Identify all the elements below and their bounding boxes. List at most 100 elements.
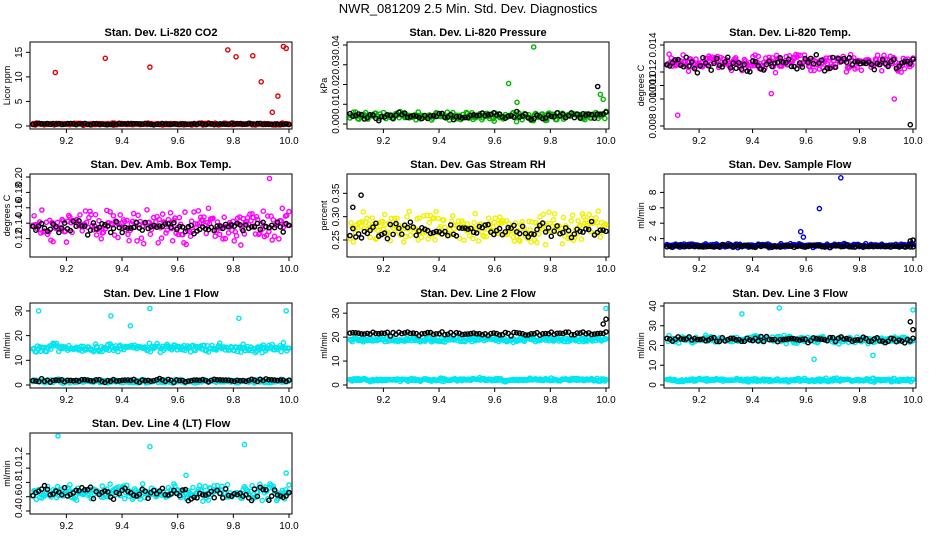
- data-point: [577, 222, 584, 229]
- panel-title: Stan. Dev. Li-820 Temp.: [729, 27, 851, 39]
- data-point: [269, 237, 276, 243]
- plot-frame: [29, 302, 293, 389]
- data-point: [283, 121, 289, 127]
- data-point: [496, 214, 503, 220]
- data-point: [201, 214, 207, 220]
- data-point: [387, 112, 394, 118]
- data-point: [367, 111, 373, 118]
- data-point: [122, 224, 128, 231]
- data-point: [44, 120, 51, 127]
- data-point: [63, 239, 70, 245]
- data-point: [67, 377, 74, 384]
- data-point: [882, 243, 889, 250]
- data-point: [268, 493, 275, 499]
- data-point: [485, 112, 491, 118]
- data-point: [76, 121, 82, 127]
- data-point: [597, 227, 604, 233]
- y-tick-label: 0: [648, 382, 659, 388]
- data-point: [470, 330, 477, 336]
- data-point: [248, 376, 255, 383]
- data-point: [93, 121, 100, 127]
- data-point: [574, 330, 581, 336]
- data-point: [568, 234, 575, 241]
- data-point: [253, 213, 260, 220]
- data-point: [603, 329, 609, 335]
- data-point: [107, 481, 113, 487]
- data-point: [56, 120, 62, 127]
- x-tick-label: 9.2: [376, 395, 390, 406]
- data-point: [350, 239, 357, 245]
- data-point: [832, 242, 839, 249]
- data-point: [447, 111, 454, 118]
- y-tick-label: 0.00: [331, 114, 342, 134]
- y-tick-label: 0: [14, 123, 25, 129]
- x-tick-label: 9.2: [692, 136, 706, 147]
- data-point: [453, 232, 460, 239]
- data-point: [600, 227, 606, 233]
- data-point-outlier: [108, 313, 114, 319]
- data-point: [565, 112, 572, 119]
- data-point-outlier: [910, 326, 916, 333]
- data-point: [205, 120, 212, 127]
- x-tick-label: 10.0: [596, 136, 616, 147]
- data-point: [597, 111, 604, 117]
- data-point: [575, 218, 581, 224]
- data-point: [133, 121, 140, 127]
- data-point: [485, 215, 492, 221]
- data-point: [444, 232, 451, 239]
- data-point: [603, 335, 609, 342]
- data-point: [231, 238, 237, 244]
- x-tick-label: 9.4: [115, 521, 129, 532]
- x-tick-label: 9.6: [171, 136, 185, 147]
- y-tick-label: 0.012: [648, 59, 659, 84]
- data-point: [719, 241, 726, 248]
- data-point: [130, 120, 137, 127]
- data-point: [525, 234, 532, 240]
- data-point: [808, 67, 814, 74]
- data-point: [126, 237, 132, 244]
- data-point: [871, 243, 878, 250]
- data-point: [686, 243, 692, 250]
- data-point: [410, 112, 417, 119]
- data-point: [140, 240, 147, 247]
- data-point: [534, 112, 540, 118]
- data-point: [88, 211, 94, 218]
- data-point: [420, 213, 427, 219]
- data-point: [777, 55, 784, 61]
- data-point: [410, 224, 417, 230]
- data-point: [760, 242, 767, 249]
- data-point: [453, 113, 460, 120]
- data-point: [583, 330, 589, 337]
- data-point: [416, 215, 423, 221]
- data-point: [899, 60, 905, 66]
- data-point: [222, 377, 229, 383]
- y-tick-label: 0.14: [14, 213, 25, 233]
- y-tick-label: 20: [648, 340, 659, 352]
- data-point: [375, 330, 382, 337]
- data-point: [260, 208, 267, 214]
- data-point: [403, 233, 409, 240]
- data-point: [835, 55, 842, 62]
- x-tick-label: 9.8: [853, 136, 867, 147]
- data-point: [185, 223, 192, 230]
- data-point: [153, 343, 159, 350]
- data-point: [277, 377, 284, 383]
- data-point: [516, 330, 523, 337]
- data-point: [370, 224, 376, 230]
- data-point: [551, 331, 558, 338]
- data-point: [187, 233, 194, 239]
- data-point: [810, 242, 817, 249]
- data-point: [278, 348, 285, 355]
- data-point: [730, 60, 737, 66]
- data-point: [401, 225, 408, 231]
- data-point: [577, 228, 583, 235]
- data-point-outlier: [907, 121, 914, 128]
- data-point: [568, 218, 575, 224]
- data-point: [36, 378, 42, 385]
- data-point: [548, 233, 555, 240]
- data-point: [470, 112, 477, 118]
- data-point: [384, 235, 391, 242]
- data-point: [116, 224, 123, 231]
- data-point: [796, 242, 803, 249]
